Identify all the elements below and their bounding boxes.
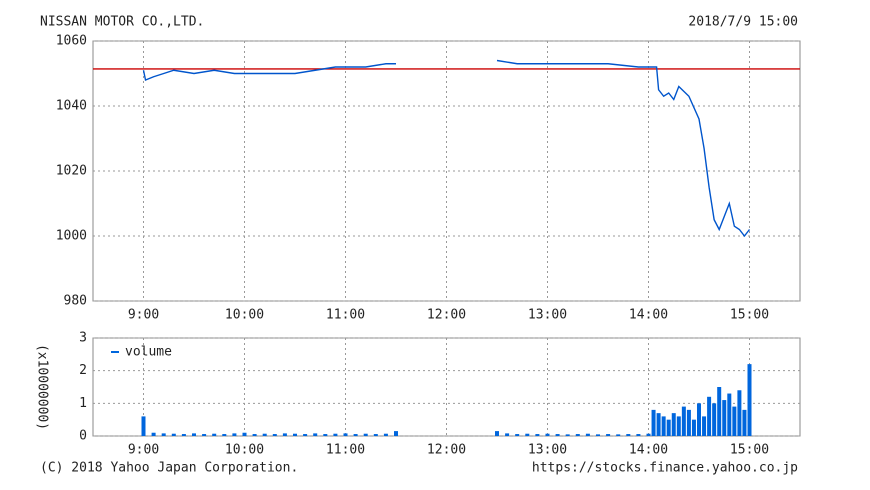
y-tick-label: 1020 bbox=[56, 164, 87, 179]
volume-bar bbox=[691, 419, 696, 436]
volume-bar bbox=[323, 434, 328, 436]
volume-bar bbox=[686, 409, 691, 436]
volume-bar bbox=[383, 433, 388, 436]
volume-bar bbox=[747, 364, 752, 436]
volume-bar bbox=[495, 431, 499, 436]
x-tick-label: 15:00 bbox=[730, 443, 769, 458]
y-tick-label: 2 bbox=[79, 363, 87, 378]
timestamp: 2018/7/9 15:00 bbox=[688, 15, 798, 30]
stock-title: NISSAN MOTOR CO.,LTD. bbox=[40, 15, 204, 30]
x-tick-label: 14:00 bbox=[629, 308, 668, 323]
volume-bar bbox=[212, 433, 217, 436]
volume-bar bbox=[343, 433, 348, 436]
volume-bar bbox=[282, 433, 287, 436]
y-tick-label: 3 bbox=[79, 331, 87, 346]
y-tick-label: 0 bbox=[79, 429, 87, 444]
x-tick-label: 10:00 bbox=[225, 443, 264, 458]
volume-bar bbox=[732, 406, 737, 436]
volume-bar bbox=[717, 387, 722, 436]
volume-bar bbox=[722, 400, 727, 436]
x-tick-label: 14:00 bbox=[629, 443, 668, 458]
volume-bar bbox=[333, 433, 338, 436]
volume-bar bbox=[313, 433, 318, 436]
volume-bar bbox=[676, 416, 681, 436]
y-tick-label: 1040 bbox=[56, 99, 87, 114]
volume-bar bbox=[666, 419, 671, 436]
volume-bar bbox=[515, 434, 520, 436]
volume-bar bbox=[232, 433, 237, 436]
x-tick-label: 15:00 bbox=[730, 308, 769, 323]
legend-label: volume bbox=[125, 345, 172, 360]
x-tick-label: 10:00 bbox=[225, 308, 264, 323]
volume-bar bbox=[585, 433, 590, 436]
volume-bar bbox=[712, 403, 717, 436]
volume-bar bbox=[636, 434, 641, 436]
volume-bar bbox=[707, 396, 712, 436]
volume-bar bbox=[565, 434, 570, 436]
volume-bar bbox=[555, 434, 560, 436]
volume-bar bbox=[303, 434, 308, 436]
volume-bar bbox=[141, 416, 146, 436]
volume-bar bbox=[353, 434, 358, 436]
volume-bar bbox=[626, 434, 631, 436]
x-tick-label: 12:00 bbox=[427, 308, 466, 323]
volume-bar bbox=[525, 433, 530, 436]
volume-bar bbox=[661, 416, 666, 436]
volume-bar bbox=[222, 434, 227, 436]
volume-bar bbox=[702, 416, 707, 436]
volume-bar bbox=[262, 433, 267, 436]
volume-bar bbox=[727, 393, 732, 436]
volume-bar bbox=[363, 433, 368, 436]
volume-bar bbox=[293, 433, 297, 436]
copyright: (C) 2018 Yahoo Japan Corporation. bbox=[40, 461, 298, 476]
volume-bar bbox=[616, 434, 621, 436]
volume-bar bbox=[202, 434, 207, 436]
volume-bar bbox=[697, 403, 701, 436]
volume-bar bbox=[171, 433, 176, 436]
y-axis-label: (x10000000) bbox=[35, 344, 50, 430]
volume-bar bbox=[242, 432, 247, 436]
volume-bar bbox=[151, 432, 156, 436]
volume-bar bbox=[181, 434, 186, 436]
volume-bar bbox=[505, 433, 510, 436]
x-tick-label: 11:00 bbox=[326, 443, 365, 458]
volume-bar bbox=[535, 434, 540, 436]
volume-bar bbox=[545, 433, 550, 436]
y-tick-label: 1 bbox=[79, 396, 87, 411]
volume-bar bbox=[575, 434, 580, 436]
x-tick-label: 13:00 bbox=[528, 443, 567, 458]
volume-bar bbox=[742, 409, 747, 436]
x-tick-label: 12:00 bbox=[427, 443, 466, 458]
volume-bar bbox=[671, 413, 676, 436]
price-line bbox=[142, 59, 751, 238]
x-tick-label: 11:00 bbox=[326, 308, 365, 323]
volume-bar bbox=[646, 433, 651, 436]
volume-bar bbox=[596, 434, 600, 436]
source-url: https://stocks.finance.yahoo.co.jp bbox=[532, 461, 798, 476]
volume-bar bbox=[656, 413, 661, 436]
volume-bar bbox=[681, 406, 686, 436]
volume-bar bbox=[161, 433, 166, 436]
volume-bar bbox=[192, 433, 196, 436]
volume-bar bbox=[737, 390, 742, 436]
y-tick-label: 980 bbox=[64, 294, 87, 309]
x-tick-label: 13:00 bbox=[528, 308, 567, 323]
volume-bar bbox=[651, 409, 656, 436]
y-tick-label: 1000 bbox=[56, 229, 87, 244]
volume-bar bbox=[373, 434, 378, 436]
x-tick-label: 9:00 bbox=[128, 308, 159, 323]
volume-bar bbox=[606, 434, 611, 436]
volume-bar bbox=[394, 431, 398, 436]
volume-bar bbox=[272, 434, 277, 436]
x-tick-label: 9:00 bbox=[128, 443, 159, 458]
volume-bar bbox=[252, 434, 257, 436]
y-tick-label: 1060 bbox=[56, 34, 87, 49]
